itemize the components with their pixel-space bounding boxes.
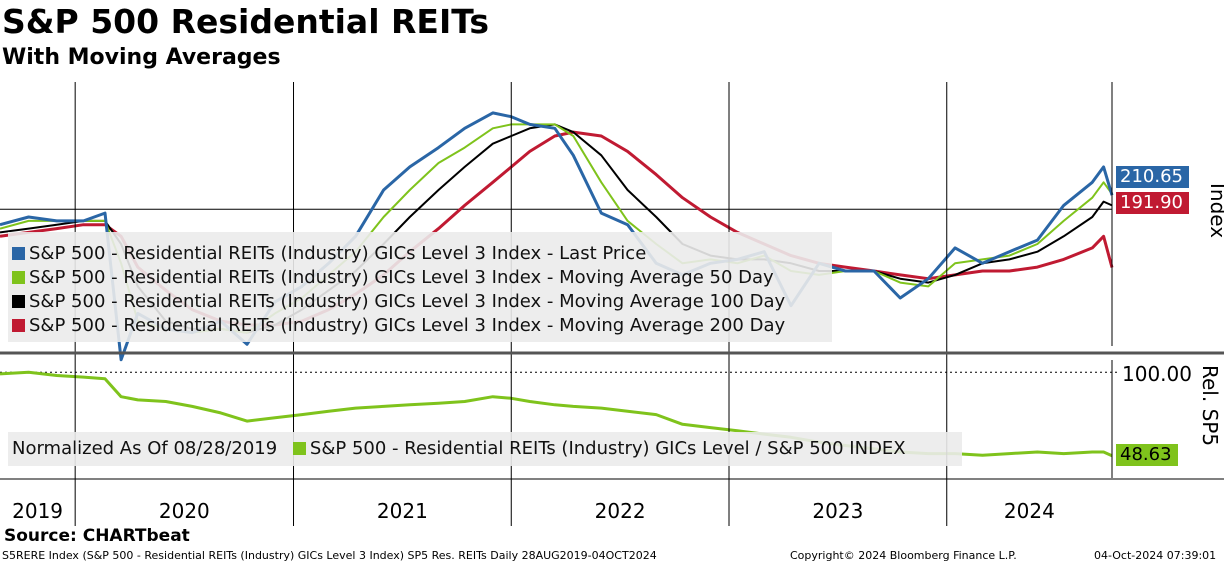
legend-swatch-ma200 [12, 319, 25, 332]
normalized-note: Normalized As Of 08/28/2019 [12, 438, 278, 459]
legend-label-ma200: S&P 500 - Residential REITs (Industry) G… [29, 315, 786, 336]
legend-label-ma50: S&P 500 - Residential REITs (Industry) G… [29, 267, 774, 288]
footer-copyright: Copyright© 2024 Bloomberg Finance L.P. [790, 549, 1017, 562]
x-tick-label-2020: 2020 [159, 499, 210, 523]
x-tick-label-2024: 2024 [1004, 499, 1055, 523]
legend-item-price: S&P 500 - Residential REITs (Industry) G… [8, 242, 832, 266]
x-tick-label-2021: 2021 [377, 499, 428, 523]
lower-legend: Normalized As Of 08/28/2019 S&P 500 - Re… [8, 432, 962, 466]
legend-item-ma200: S&P 500 - Residential REITs (Industry) G… [8, 314, 832, 338]
lower-axis-title: Rel. SP5 [1198, 365, 1222, 447]
footer-ticker-info: S5RERE Index (S&P 500 - Residential REIT… [2, 549, 657, 562]
relative-last-tag: 48.63 [1116, 444, 1178, 466]
legend-swatch-price [12, 247, 25, 260]
legend-label-price: S&P 500 - Residential REITs (Industry) G… [29, 243, 647, 264]
x-tick-label-2019: 2019 [12, 499, 63, 523]
chart-subtitle: With Moving Averages [2, 45, 281, 70]
legend-label-relative: S&P 500 - Residential REITs (Industry) G… [309, 438, 906, 459]
legend-swatch-ma100 [12, 295, 25, 308]
legend-item-ma100: S&P 500 - Residential REITs (Industry) G… [8, 290, 832, 314]
legend-label-ma100: S&P 500 - Residential REITs (Industry) G… [29, 291, 786, 312]
legend-item-ma50: S&P 500 - Residential REITs (Industry) G… [8, 266, 832, 290]
footer-timestamp: 04-Oct-2024 07:39:01 [1094, 549, 1217, 562]
upper-legend: S&P 500 - Residential REITs (Industry) G… [8, 232, 832, 342]
x-tick-label-2022: 2022 [595, 499, 646, 523]
source-note: Source: CHARTbeat [4, 526, 190, 546]
chart-title: S&P 500 Residential REITs [2, 2, 489, 41]
relative-tick-label: 100.00 [1122, 362, 1192, 386]
legend-swatch-relative [292, 442, 306, 455]
upper-axis-title: Index [1206, 183, 1224, 239]
x-tick-label-2023: 2023 [812, 499, 863, 523]
legend-swatch-ma50 [12, 271, 25, 284]
last-price-tag: 210.65 [1116, 166, 1189, 188]
ma200-last-tag: 191.90 [1116, 192, 1189, 214]
